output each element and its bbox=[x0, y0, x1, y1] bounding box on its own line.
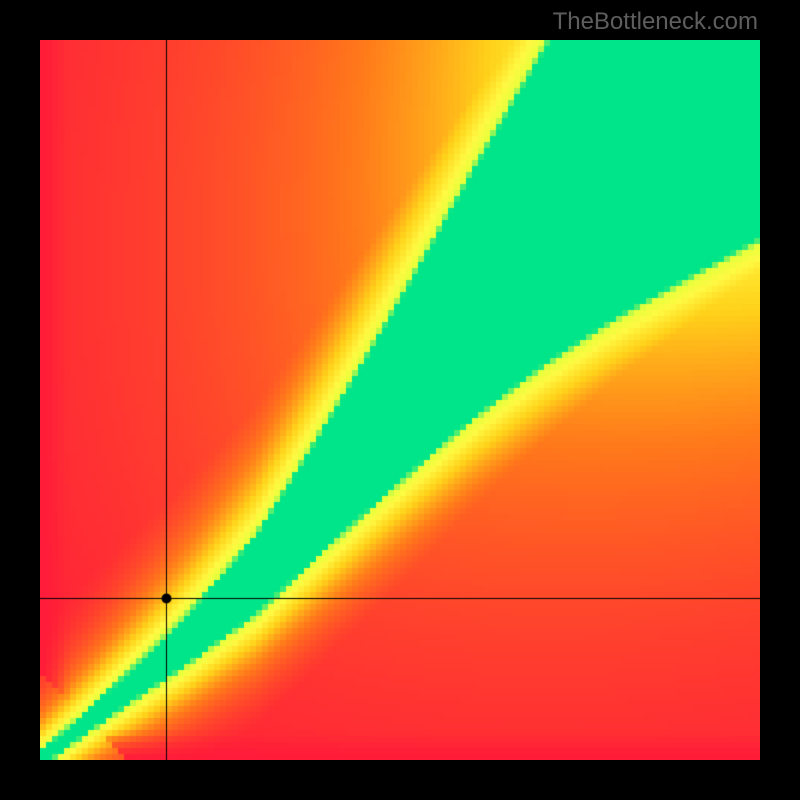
watermark-text: TheBottleneck.com bbox=[553, 8, 758, 36]
bottleneck-heatmap-canvas bbox=[40, 40, 760, 760]
